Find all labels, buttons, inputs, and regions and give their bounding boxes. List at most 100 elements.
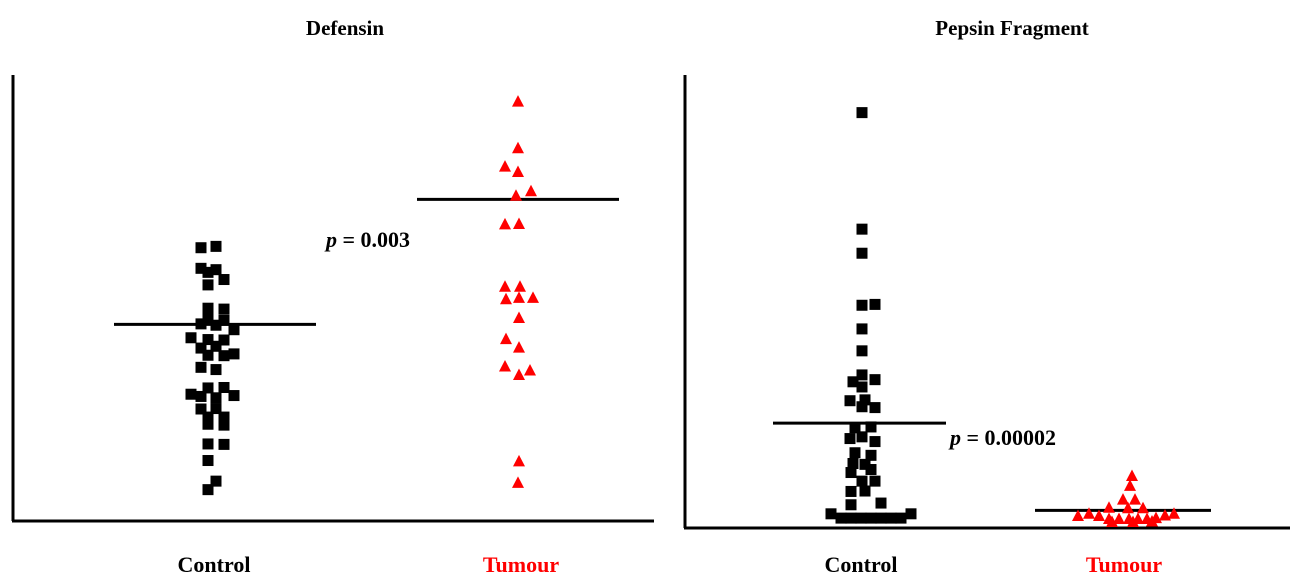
data-points	[114, 95, 619, 496]
tumour-data-point	[1106, 515, 1118, 527]
control-data-point	[856, 401, 868, 413]
control-data-point	[202, 382, 214, 394]
control-data-point	[855, 512, 867, 524]
tumour-data-point	[512, 165, 524, 178]
control-data-point	[202, 438, 214, 450]
tumour-data-point	[1072, 509, 1084, 521]
tumour-data-point	[1129, 493, 1141, 505]
data-points	[773, 107, 1211, 527]
control-data-point	[195, 342, 207, 354]
tumour-data-point	[513, 217, 525, 229]
control-data-point	[195, 390, 207, 402]
control-data-point	[202, 455, 214, 467]
tumour-data-point	[513, 454, 525, 467]
control-data-point	[856, 299, 868, 311]
control-data-point	[195, 318, 207, 330]
control-data-point	[856, 475, 868, 487]
control-data-point	[856, 223, 868, 235]
control-data-point	[202, 266, 214, 278]
defensin-panel: Defensin Control Tumour p = 0.003	[11, 16, 654, 575]
tumour-data-point	[1159, 509, 1171, 521]
control-data-point	[885, 512, 897, 524]
tumour-data-point	[513, 341, 525, 353]
tumour-data-point	[499, 280, 511, 292]
control-data-point	[195, 403, 207, 415]
tumour-data-point	[1124, 479, 1136, 491]
control-data-point	[845, 499, 857, 511]
tumour-data-point	[499, 160, 511, 172]
tumour-data-point	[1126, 469, 1138, 481]
control-data-point	[845, 467, 857, 479]
tumour-data-point	[512, 95, 524, 107]
p-value-annotation: p = 0.003	[324, 227, 410, 252]
category-label-tumour: Tumour	[483, 552, 559, 575]
control-data-point	[875, 497, 887, 509]
tumour-data-point	[1113, 512, 1125, 524]
control-data-point	[218, 303, 230, 315]
control-data-point	[228, 324, 240, 336]
category-label-control: Control	[825, 552, 898, 575]
control-data-point	[202, 411, 214, 423]
control-data-point	[844, 395, 856, 407]
control-data-point	[218, 438, 230, 450]
control-data-point	[845, 512, 857, 524]
tumour-data-point	[513, 311, 525, 324]
control-data-point	[847, 376, 859, 388]
tumour-data-point	[500, 332, 512, 345]
control-data-point	[210, 475, 222, 487]
control-data-point	[185, 388, 197, 400]
control-data-point	[210, 240, 222, 252]
control-data-point	[195, 242, 207, 254]
control-data-point	[856, 323, 868, 335]
tumour-data-point	[1103, 501, 1115, 513]
control-data-point	[210, 364, 222, 376]
p-value-annotation: p = 0.00002	[948, 425, 1056, 450]
tumour-data-point	[512, 141, 524, 154]
control-data-point	[856, 381, 868, 393]
control-data-point	[856, 107, 868, 119]
control-data-point	[895, 512, 907, 524]
tumour-data-point	[1127, 515, 1139, 527]
tumour-data-point	[1093, 509, 1105, 521]
control-data-point	[845, 485, 857, 497]
control-data-point	[228, 390, 240, 402]
tumour-data-point	[513, 291, 525, 303]
control-data-point	[210, 264, 222, 276]
control-data-point	[218, 334, 230, 346]
control-data-point	[905, 508, 917, 520]
tumour-data-point	[499, 359, 511, 372]
control-data-point	[210, 340, 222, 352]
control-data-point	[875, 512, 887, 524]
tumour-data-point	[1083, 507, 1095, 519]
control-data-point	[869, 374, 881, 386]
control-data-point	[185, 332, 197, 344]
control-data-point	[202, 484, 214, 496]
control-data-point	[202, 279, 214, 291]
control-data-point	[869, 298, 881, 310]
control-data-point	[218, 381, 230, 393]
tumour-data-point	[524, 363, 536, 376]
control-data-point	[869, 436, 881, 448]
tumour-data-point	[525, 184, 537, 197]
tumour-data-point	[500, 292, 512, 305]
control-data-point	[202, 313, 214, 325]
tumour-data-point	[1146, 515, 1158, 527]
control-data-point	[849, 422, 861, 434]
control-data-point	[856, 431, 868, 443]
category-label-control: Control	[178, 552, 251, 575]
control-data-point	[835, 512, 847, 524]
tumour-data-point	[499, 217, 511, 230]
control-data-point	[202, 302, 214, 314]
tumour-data-point	[527, 291, 539, 303]
control-data-point	[210, 403, 222, 415]
tumour-data-point	[510, 189, 522, 201]
control-data-point	[849, 447, 861, 459]
control-data-point	[202, 334, 214, 346]
chart-title: Pepsin Fragment	[935, 16, 1088, 40]
control-data-point	[825, 508, 837, 520]
control-data-point	[847, 458, 859, 469]
control-data-point	[195, 361, 207, 373]
control-data-point	[210, 392, 222, 404]
pepsin-fragment-panel: Pepsin Fragment Control Tumour p = 0.000…	[683, 16, 1290, 575]
